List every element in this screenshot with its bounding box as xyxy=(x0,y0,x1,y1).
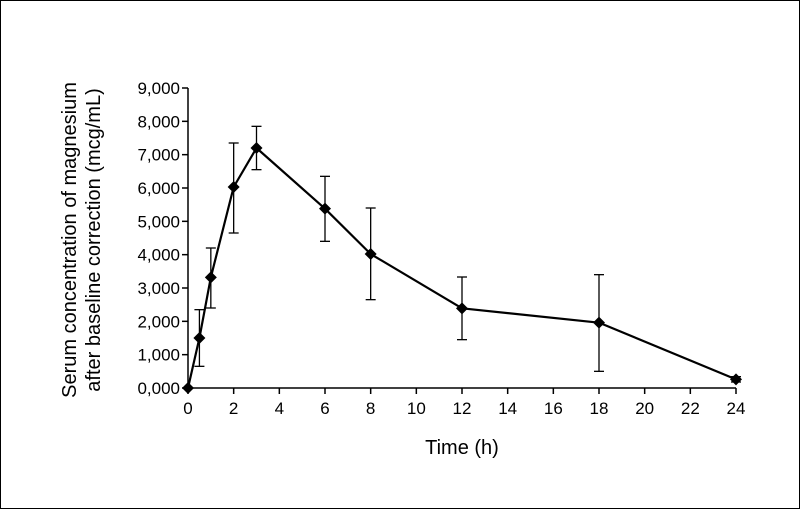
data-markers xyxy=(182,142,742,394)
y-tick-label: 6,000 xyxy=(137,179,180,198)
x-tick-label: 18 xyxy=(590,399,609,418)
data-point xyxy=(193,332,206,344)
x-tick-label: 6 xyxy=(320,399,329,418)
x-tick-label: 16 xyxy=(544,399,563,418)
x-tick-label: 12 xyxy=(453,399,472,418)
series-lines xyxy=(186,146,737,389)
data-point xyxy=(227,181,240,193)
x-ticks: 0 2 4 6 8 10 12 14 16 18 20 22 24 xyxy=(183,388,745,418)
data-point xyxy=(456,302,468,315)
series-line xyxy=(186,146,737,389)
y-tick-label: 0,000 xyxy=(137,379,180,398)
x-tick-label: 2 xyxy=(229,399,238,418)
y-tick-label: 8,000 xyxy=(137,112,180,131)
data-point xyxy=(319,202,331,215)
data-point xyxy=(182,382,194,394)
x-tick-label: 8 xyxy=(366,399,375,418)
y-tick-label: 4,000 xyxy=(137,246,180,265)
x-tick-label: 10 xyxy=(407,399,426,418)
y-ticks: 0,000 1,000 2,000 3,000 4,000 5,000 6,000 7,000… xyxy=(137,79,188,398)
x-tick-label: 4 xyxy=(275,399,284,418)
y-axis-title-line-1: Serum concentration of magnesium xyxy=(59,82,81,398)
y-axis-title: Serum concentration of magnesium after b… xyxy=(59,82,105,398)
y-axis-title-line-2: after baseline correction (mcg/mL) xyxy=(83,88,105,391)
x-tick-label: 0 xyxy=(183,399,192,418)
y-tick-label: 5,000 xyxy=(137,212,180,231)
x-tick-label: 20 xyxy=(635,399,654,418)
x-tick-label: 14 xyxy=(498,399,517,418)
y-tick-label: 9,000 xyxy=(137,79,180,98)
y-tick-label: 1,000 xyxy=(137,346,180,365)
data-point xyxy=(250,142,263,154)
x-tick-label: 22 xyxy=(681,399,700,418)
y-tick-label: 7,000 xyxy=(137,146,180,165)
data-point xyxy=(204,271,217,284)
axes xyxy=(187,88,736,389)
y-tick-label: 3,000 xyxy=(137,279,180,298)
data-point xyxy=(364,248,377,260)
y-tick-label: 2,000 xyxy=(137,312,180,331)
data-point xyxy=(730,373,742,386)
x-axis-title: Time (h) xyxy=(425,437,499,459)
x-tick-label: 24 xyxy=(727,399,746,418)
data-point xyxy=(593,316,605,329)
